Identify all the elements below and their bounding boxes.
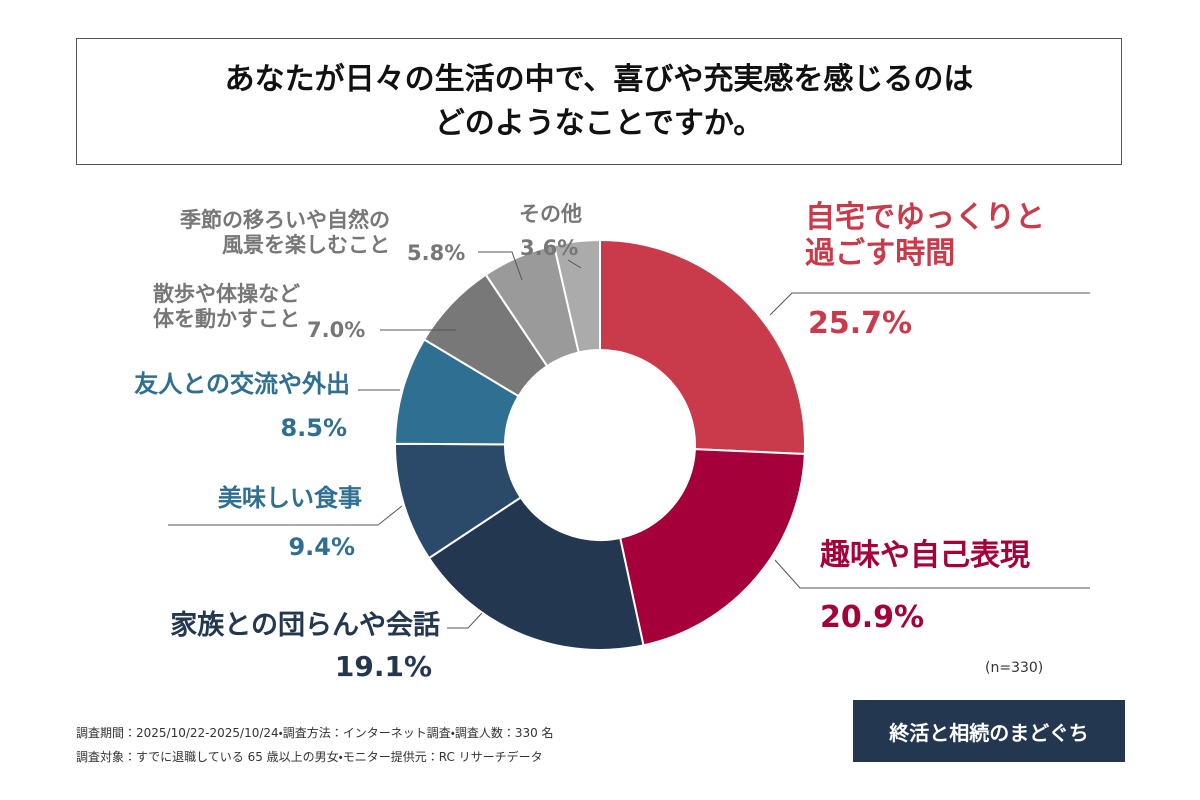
leader-line: [447, 612, 483, 629]
value-label: 20.9%: [820, 600, 925, 635]
leader-line: [567, 259, 582, 269]
category-label: 友人との交流や外出: [134, 370, 350, 398]
category-label: 季節の移ろいや自然の 風景を楽しむこと: [180, 208, 390, 258]
value-label: 8.5%: [280, 414, 347, 442]
value-label: 3.6%: [520, 236, 579, 260]
donut-segment: [618, 448, 806, 647]
leader-line: [774, 559, 1090, 589]
value-label: 9.4%: [288, 533, 355, 561]
leader-line: [478, 251, 523, 281]
sample-note: (n=330): [985, 660, 1044, 676]
footer-line: 調査対象：すでに退職している 65 歳以上の男女・モニター提供元：RC リサーチ…: [76, 750, 543, 764]
footer-line: 調査期間：2025/10/22-2025/10/24・調査方法：インターネット調…: [76, 726, 554, 740]
value-label: 5.8%: [407, 241, 466, 265]
category-label: 自宅でゆっくりと 過ごす時間: [805, 200, 1045, 271]
category-label: その他: [519, 202, 582, 226]
donut-segment: [427, 496, 645, 651]
chart-title: あなたが日々の生活の中で、喜びや充実感を感じるのは どのようなことですか。: [76, 38, 1122, 165]
logo: 終活と相続のまどぐち: [853, 700, 1125, 762]
value-label: 7.0%: [307, 318, 366, 342]
value-label: 25.7%: [808, 306, 913, 341]
category-label: 家族との団らんや会話: [170, 610, 440, 641]
donut-segment: [599, 238, 806, 456]
category-label: 散歩や体操など 体を動かすこと: [153, 282, 300, 332]
leader-line: [769, 292, 1090, 316]
donut-segment: [552, 238, 601, 354]
category-label: 美味しい食事: [218, 484, 362, 512]
leader-line: [168, 505, 403, 526]
value-label: 19.1%: [334, 650, 432, 683]
category-label: 趣味や自己表現: [820, 538, 1030, 573]
